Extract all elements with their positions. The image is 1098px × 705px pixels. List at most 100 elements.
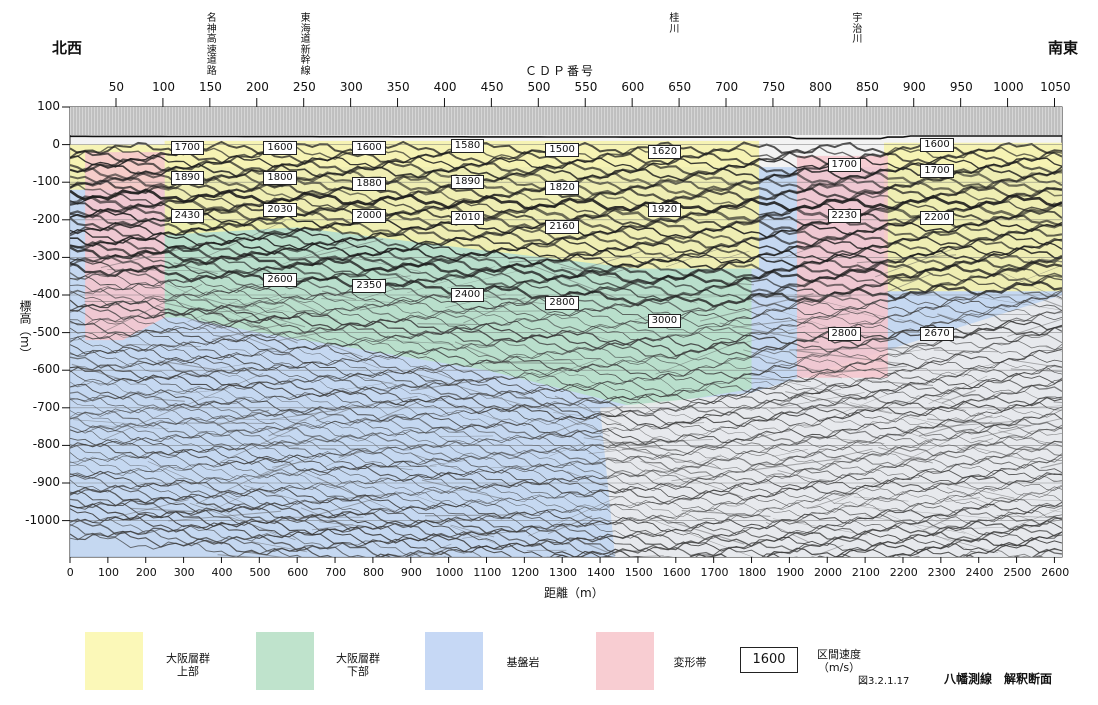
- top-axis-tick-label: 350: [386, 80, 410, 94]
- bottom-axis-tick-label: 1300: [549, 566, 577, 579]
- top-axis-tick-label: 1050: [1040, 80, 1071, 94]
- legend-swatch-upper-osaka: [85, 632, 143, 690]
- figure-number: 図3.2.1.17: [858, 676, 910, 687]
- trace-header-strip: [70, 107, 1062, 135]
- velocity-label: 2030: [263, 203, 297, 218]
- bottom-axis-tick-label: 200: [135, 566, 157, 579]
- top-axis-tick-label: 700: [715, 80, 739, 94]
- velocity-label: 2670: [920, 327, 954, 342]
- velocity-label: 1890: [450, 175, 485, 190]
- top-axis-title: ＣＤＰ番号: [525, 64, 596, 78]
- legend-velocity-sample: 1600: [740, 647, 798, 673]
- direction-southeast: 南東: [1048, 39, 1079, 57]
- left-axis-title: 標高（m）: [18, 300, 32, 360]
- bottom-axis-tick-label: 2300: [927, 566, 956, 579]
- top-axis-tick-label: 150: [199, 80, 222, 94]
- legend-label-upper-osaka: 大阪層群 上部: [166, 652, 210, 678]
- bottom-axis-tick-label: 2000: [814, 566, 843, 579]
- top-axis-tick-label: 250: [292, 80, 316, 94]
- bottom-axis-tick-label: 1500: [624, 566, 653, 579]
- velocity-label: 2600: [263, 272, 297, 287]
- landmark-label: 宇治川: [852, 13, 863, 45]
- legend-label-basement: 基盤岩: [506, 656, 540, 669]
- top-axis-tick-label: 1000: [993, 80, 1024, 94]
- landmark-label: 桂川: [669, 13, 680, 35]
- velocity-label: 2350: [352, 278, 386, 293]
- figure-title: 八幡測線 解釈断面: [944, 672, 1053, 686]
- left-axis-tick-label: 100: [37, 99, 60, 113]
- left-axis-tick-label: -100: [32, 174, 60, 189]
- left-axis-tick-label: -1000: [25, 512, 60, 527]
- velocity-label: 2800: [545, 295, 579, 310]
- left-axis-tick-label: -500: [32, 324, 60, 339]
- bottom-axis-tick-label: 1800: [738, 566, 767, 579]
- velocity-label: 2430: [170, 209, 205, 224]
- top-axis-tick-label: 850: [855, 80, 879, 94]
- landmark-label: 名神高速道路: [206, 13, 217, 77]
- top-axis-tick-label: 200: [245, 80, 269, 94]
- bottom-axis-tick-label: 1900: [776, 566, 805, 579]
- top-axis-tick-label: 400: [433, 80, 457, 94]
- velocity-label: 1620: [647, 145, 682, 160]
- left-axis-tick-label: -600: [32, 362, 60, 377]
- velocity-label: 1580: [450, 139, 485, 154]
- top-axis-tick-label: 750: [762, 80, 786, 94]
- zone-upper-osaka-west: [164, 140, 760, 269]
- bottom-axis-tick-label: 2400: [965, 566, 994, 579]
- bottom-axis-tick-label: 500: [249, 566, 271, 579]
- left-axis-ticks: [62, 106, 70, 522]
- top-axis-tick-label: 300: [339, 80, 363, 94]
- bottom-axis-tick-label: 900: [400, 566, 422, 579]
- top-axis-tick-label: 900: [902, 80, 926, 94]
- velocity-label: 1700: [827, 158, 861, 173]
- direction-northwest: 北西: [52, 39, 83, 57]
- legend-swatch-basement: [425, 632, 483, 690]
- top-axis-tick-label: 950: [949, 80, 973, 94]
- velocity-label: 2160: [545, 220, 579, 235]
- velocity-label: 3000: [647, 314, 682, 329]
- bottom-axis-tick-label: 100: [97, 566, 119, 579]
- bottom-axis-tick-label: 2500: [1003, 566, 1032, 579]
- left-axis-tick-label: -900: [32, 475, 60, 489]
- bottom-axis-ticks: [69, 557, 1055, 563]
- velocity-label: 1890: [170, 171, 205, 186]
- bottom-axis-tick-label: 300: [173, 566, 195, 579]
- bottom-axis-tick-label: 700: [325, 566, 347, 579]
- top-axis-tick-label: 100: [152, 80, 176, 94]
- bottom-axis-tick-label: 0: [66, 566, 74, 579]
- velocity-label: 1820: [545, 180, 579, 195]
- left-axis-tick-label: -300: [32, 249, 60, 264]
- velocity-label: 1600: [263, 141, 297, 156]
- trace-header-lines: [71, 107, 1060, 135]
- landmark-label: 東海道新幹線: [300, 13, 311, 77]
- velocity-label: 2200: [920, 210, 954, 225]
- seismic-noise: [71, 220, 1062, 557]
- bottom-axis-tick-label: 1000: [435, 566, 464, 579]
- bottom-axis-tick-label: 2600: [1041, 566, 1070, 579]
- velocity-label: 2800: [827, 327, 861, 342]
- legend-velocity-label: 区間速度 （m/s）: [817, 648, 861, 674]
- legend-swatch-lower-osaka: [256, 632, 314, 690]
- velocity-label: 1880: [352, 177, 386, 192]
- top-axis-tick-label: 800: [809, 80, 832, 94]
- left-axis-tick-label: -200: [32, 211, 60, 226]
- velocity-label: 1800: [263, 171, 297, 186]
- top-axis-tick-label: 450: [480, 80, 504, 94]
- legend-swatch-deformation-zone: [596, 632, 654, 690]
- velocity-label: 2010: [450, 210, 485, 225]
- top-axis-tick-label: 600: [621, 80, 645, 94]
- top-axis-tick-label: 650: [668, 80, 692, 94]
- ground-surface-line: [70, 135, 1062, 140]
- velocity-label: 2230: [827, 209, 861, 224]
- velocity-label: 1700: [920, 163, 954, 178]
- left-axis-tick-label: 0: [52, 136, 60, 151]
- bottom-axis-tick-label: 2200: [889, 566, 918, 579]
- bottom-axis-tick-label: 1600: [662, 566, 691, 579]
- velocity-label: 1500: [545, 143, 579, 158]
- top-axis-ticks: [115, 98, 1055, 107]
- top-axis-tick-label: 550: [574, 80, 598, 94]
- legend-label-deformation-zone: 変形帯: [673, 656, 707, 669]
- bottom-axis-title: 距離（m）: [544, 586, 604, 600]
- top-axis-tick-label: 500: [527, 80, 551, 94]
- velocity-label: 1600: [352, 141, 386, 156]
